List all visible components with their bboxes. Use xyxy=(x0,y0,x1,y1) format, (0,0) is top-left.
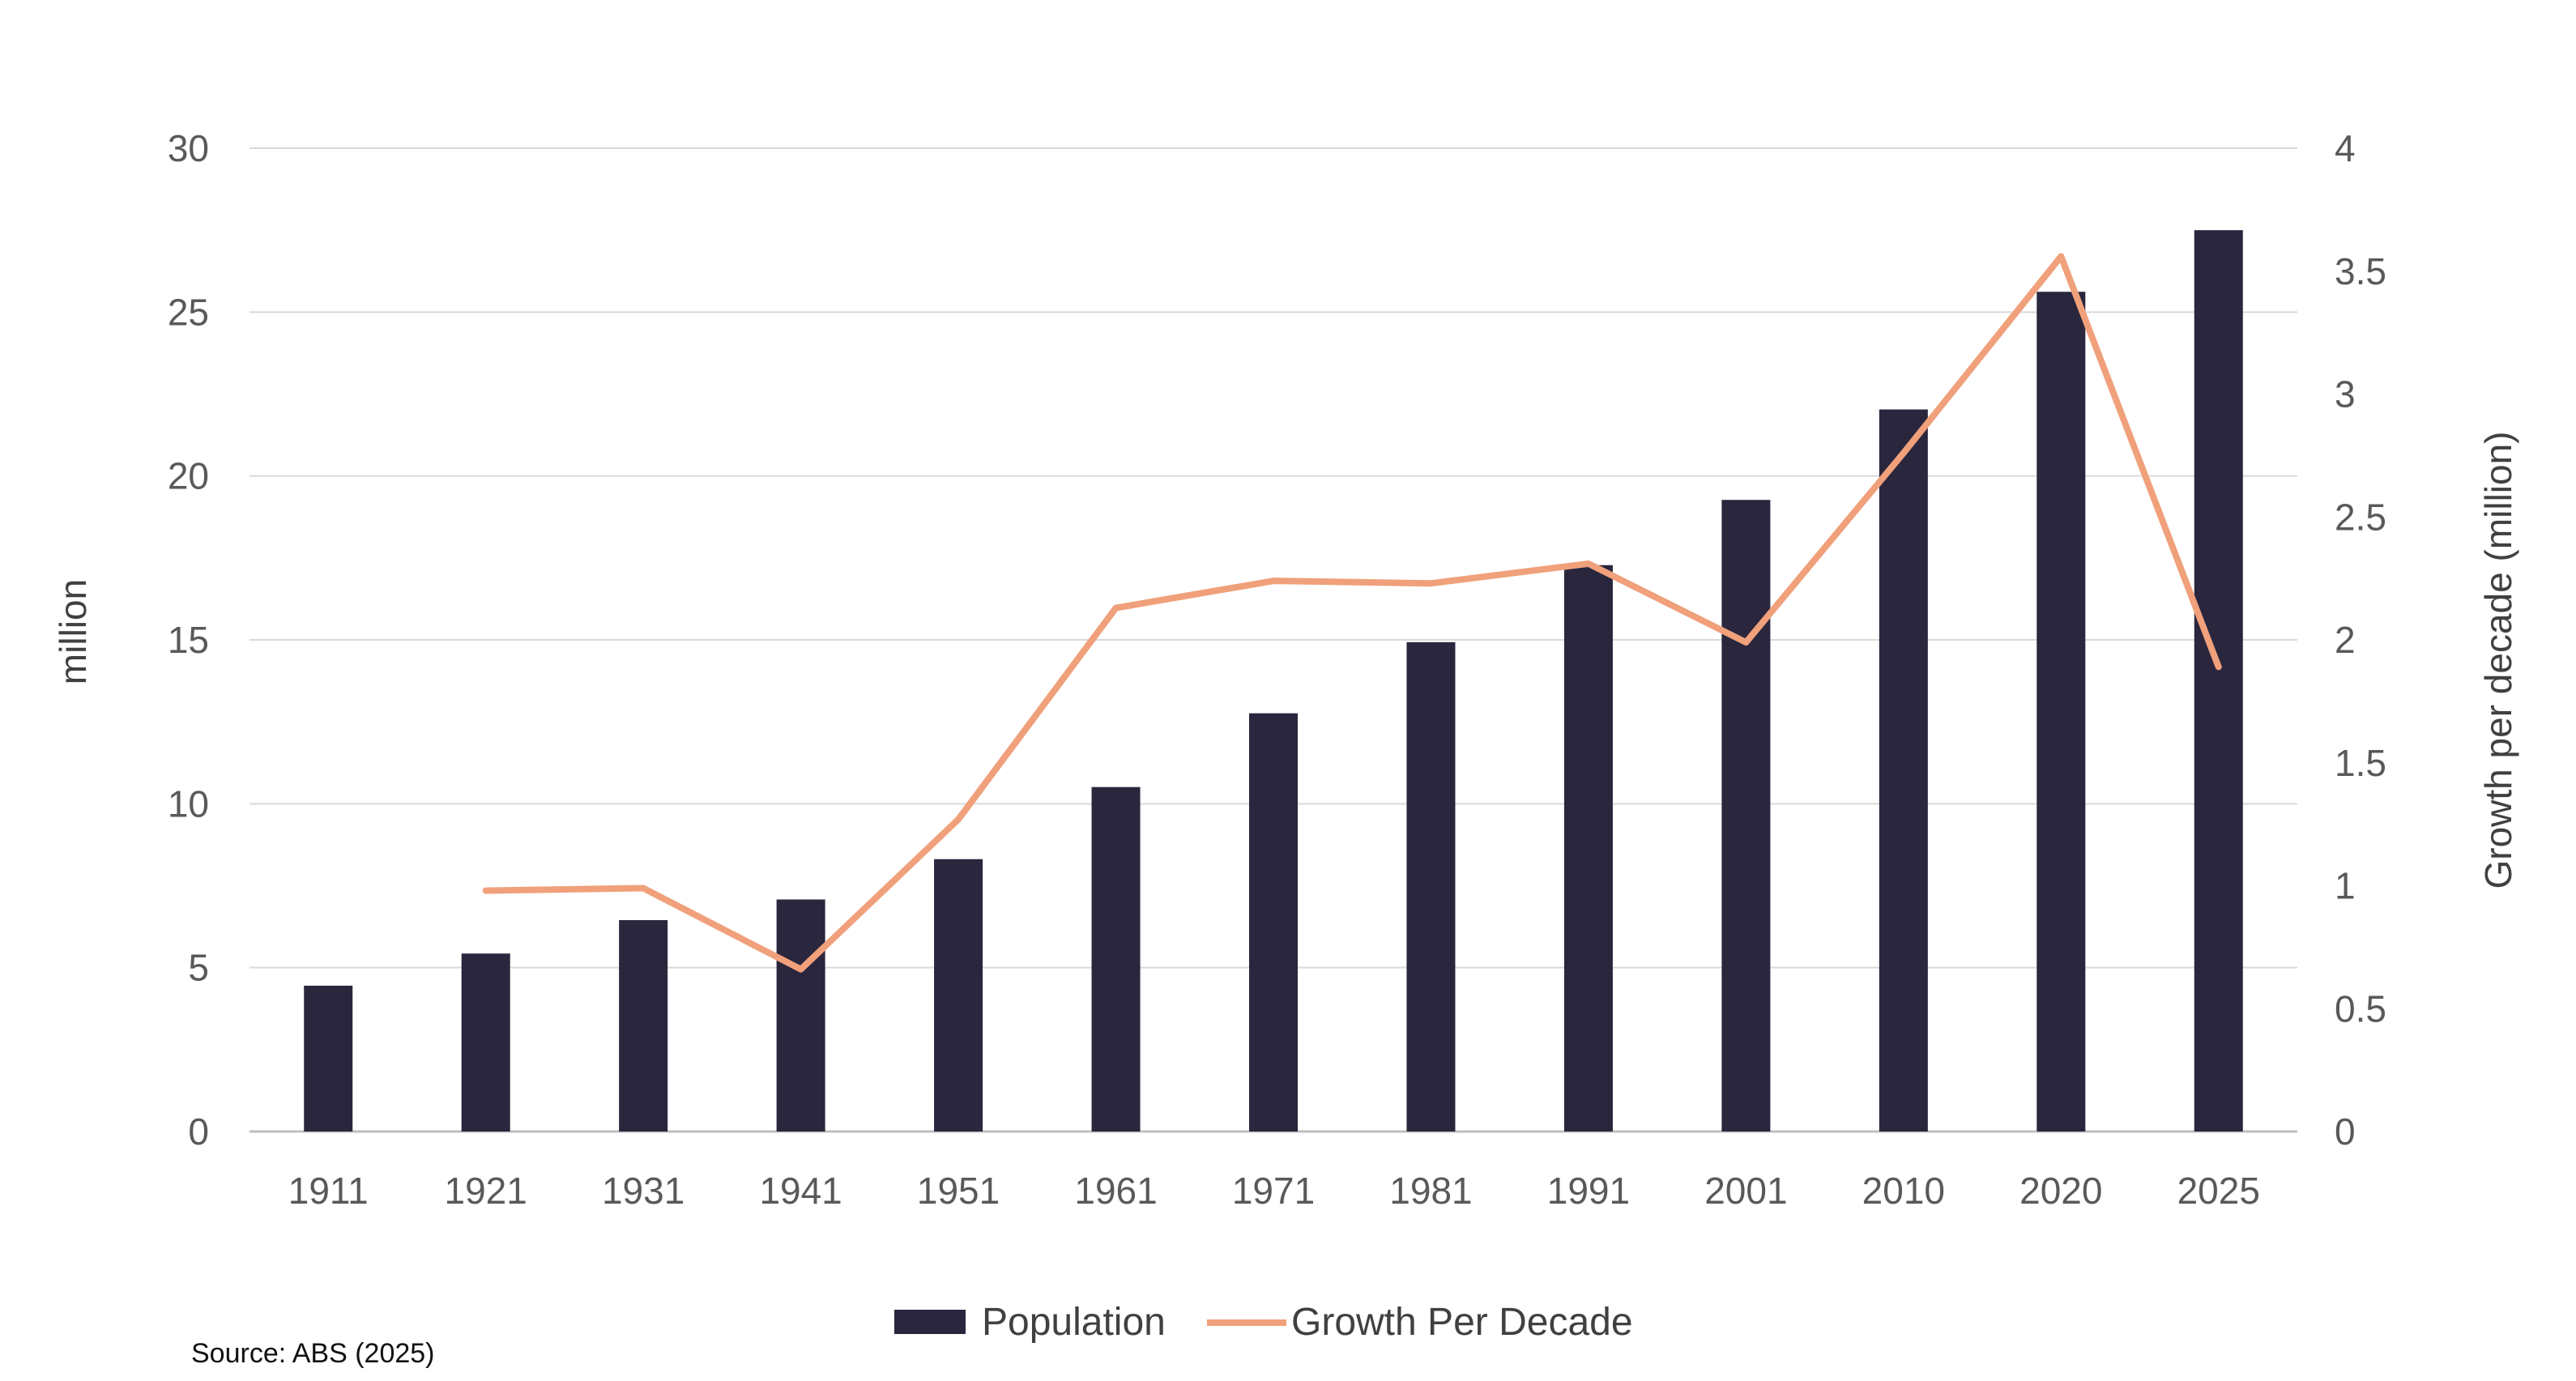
left-axis-ticks: 0 5 10 15 20 25 30 xyxy=(168,127,209,1153)
population-bar xyxy=(776,899,825,1132)
right-axis-tick-label: 1.5 xyxy=(2335,742,2386,784)
x-axis-tick-label: 1931 xyxy=(602,1170,685,1212)
legend-label-population: Population xyxy=(982,1301,1166,1344)
population-bar xyxy=(304,985,353,1132)
population-bars xyxy=(304,230,2243,1132)
population-bar xyxy=(2036,292,2086,1132)
growth-point xyxy=(800,969,802,970)
growth-point xyxy=(1588,563,1589,565)
growth-line xyxy=(482,253,2222,973)
x-axis-tick-label: 1911 xyxy=(288,1170,369,1212)
population-bar xyxy=(1249,713,1298,1132)
x-axis-tick-label: 2020 xyxy=(2019,1170,2102,1212)
growth-point xyxy=(957,819,959,821)
population-bar xyxy=(1406,641,1456,1132)
x-axis-tick-label: 1941 xyxy=(759,1170,842,1212)
right-axis-tick-label: 0.5 xyxy=(2335,987,2386,1029)
x-axis-tick-label: 2001 xyxy=(1704,1170,1787,1212)
growth-point xyxy=(2060,256,2062,258)
x-axis-tick-label: 2010 xyxy=(1862,1170,1945,1212)
x-axis-tick-label: 1961 xyxy=(1074,1170,1157,1212)
source-note: Source: ABS (2025) xyxy=(191,1338,435,1369)
left-axis-tick-label: 25 xyxy=(168,291,209,333)
x-axis-tick-label: 1971 xyxy=(1232,1170,1315,1212)
left-axis-tick-label: 15 xyxy=(168,619,209,661)
x-axis-ticks: 1911 1921 1931 1941 1951 1961 1971 1981 1991 2001… xyxy=(288,1170,2260,1212)
x-axis-tick-label: 2025 xyxy=(2177,1170,2260,1212)
population-bar xyxy=(461,953,510,1132)
right-axis-tick-label: 2.5 xyxy=(2335,496,2386,538)
growth-point xyxy=(485,890,487,892)
x-axis-tick-label: 1951 xyxy=(917,1170,1000,1212)
right-axis-tick-label: 3 xyxy=(2335,373,2356,416)
legend-label-growth: Growth Per Decade xyxy=(1291,1301,1633,1344)
x-axis-tick-label: 1921 xyxy=(445,1170,527,1212)
population-bar xyxy=(2194,230,2243,1132)
right-axis-tick-label: 0 xyxy=(2335,1110,2356,1153)
population-bar xyxy=(1721,500,1771,1132)
left-axis-title: million xyxy=(52,579,94,684)
legend: Population Growth Per Decade xyxy=(894,1301,1633,1344)
population-bar xyxy=(1879,409,1928,1132)
population-bar xyxy=(1091,786,1141,1132)
population-bar xyxy=(1563,565,1613,1132)
right-axis-title: Growth per decade (million) xyxy=(2477,431,2519,889)
left-axis-tick-label: 5 xyxy=(188,947,209,989)
gridlines xyxy=(249,147,2297,1133)
growth-point xyxy=(642,888,644,889)
right-axis-tick-label: 4 xyxy=(2335,127,2356,169)
growth-point xyxy=(1273,580,1274,582)
population-bar xyxy=(934,859,983,1132)
population-bar xyxy=(619,919,668,1132)
left-axis-tick-label: 20 xyxy=(168,455,209,497)
left-axis-tick-label: 0 xyxy=(188,1110,209,1153)
x-axis-tick-label: 1981 xyxy=(1389,1170,1472,1212)
right-axis-ticks: 0 0.5 1 1.5 2 2.5 3 3.5 4 xyxy=(2335,127,2386,1153)
left-axis-tick-label: 30 xyxy=(168,127,209,169)
right-axis-tick-label: 2 xyxy=(2335,619,2356,661)
legend-swatch-population xyxy=(894,1310,966,1334)
growth-line-series xyxy=(482,253,2222,973)
right-axis-tick-label: 1 xyxy=(2335,865,2356,907)
left-axis-tick-label: 10 xyxy=(168,782,209,825)
growth-point xyxy=(1115,607,1117,609)
right-axis-tick-label: 3.5 xyxy=(2335,250,2386,292)
growth-point xyxy=(1903,452,1904,454)
x-axis-tick-label: 1991 xyxy=(1547,1170,1630,1212)
